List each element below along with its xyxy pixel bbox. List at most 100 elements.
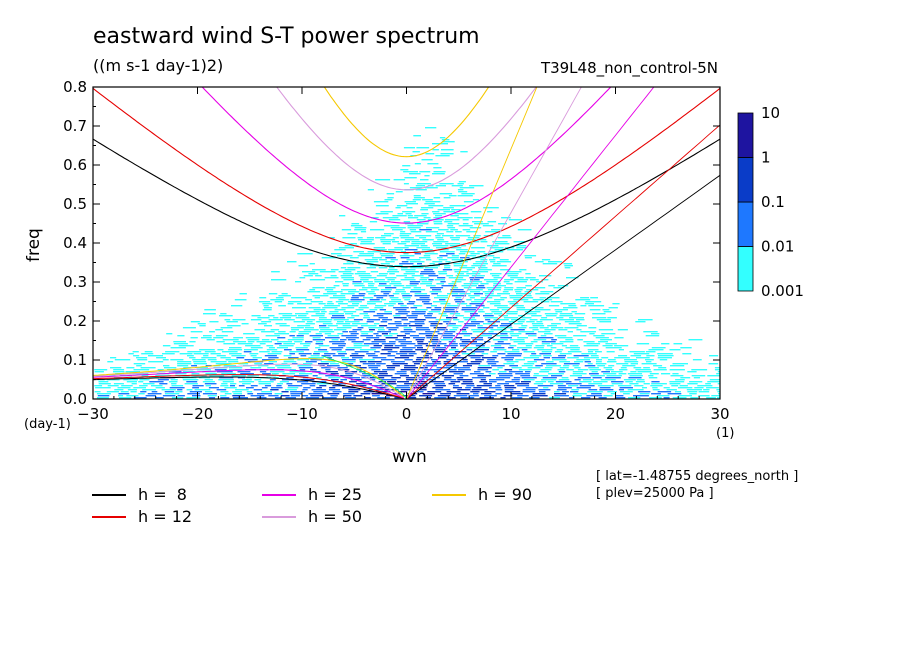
heat-cell <box>149 381 164 383</box>
heat-cell <box>455 337 463 339</box>
heat-cell <box>192 395 201 397</box>
heat-cell <box>411 311 426 313</box>
heat-cell <box>580 297 590 299</box>
heat-cell <box>493 349 507 351</box>
info-latitude: [ lat=-1.48755 degrees_north ] <box>596 469 799 484</box>
heat-cell <box>189 341 196 343</box>
heat-cell <box>394 247 409 249</box>
heat-cell <box>361 375 372 377</box>
heat-cell <box>523 357 540 359</box>
heat-cell <box>304 327 314 329</box>
colorbar-label: 0.01 <box>761 238 794 256</box>
heat-cell <box>525 371 531 373</box>
heat-cell <box>279 325 290 327</box>
heat-cell <box>363 391 375 393</box>
heat-cell <box>651 383 667 385</box>
heat-cell <box>568 323 582 325</box>
heat-cell <box>170 347 186 349</box>
heat-cell <box>429 263 435 265</box>
heat-cell <box>220 357 231 359</box>
heat-cell <box>529 355 542 357</box>
heat-cell <box>224 393 232 395</box>
heat-cell <box>232 395 245 397</box>
heat-cell <box>376 387 387 389</box>
heat-cell <box>382 369 395 371</box>
heat-cell <box>293 375 309 377</box>
heat-cell <box>350 299 365 301</box>
heat-cell <box>423 217 431 219</box>
heat-cell <box>147 393 162 395</box>
heat-cell <box>387 279 395 281</box>
heat-cell <box>396 205 408 207</box>
heat-cell <box>446 225 454 227</box>
heat-cell <box>516 309 532 311</box>
heat-cell <box>457 303 468 305</box>
heat-cell <box>182 327 196 329</box>
heat-cell <box>208 397 216 399</box>
legend-swatch <box>262 515 296 518</box>
heat-cell <box>241 323 249 325</box>
heat-cell <box>331 379 339 381</box>
heat-cell <box>497 367 503 369</box>
heat-cell <box>542 377 557 379</box>
heat-cell <box>161 389 176 391</box>
heat-cell <box>373 371 388 373</box>
heat-cell <box>425 331 440 333</box>
heat-cell <box>327 359 334 361</box>
heat-cell <box>369 309 378 311</box>
heat-cell <box>493 285 506 287</box>
heat-cell <box>516 293 531 295</box>
inertia-gravity-curve <box>93 138 720 268</box>
heat-cell <box>462 327 469 329</box>
heat-cell <box>618 373 627 375</box>
heat-cell <box>171 385 184 387</box>
x-tick-label: 0 <box>402 405 412 423</box>
heat-cell <box>450 291 466 293</box>
heat-cell <box>670 365 685 367</box>
heat-cell <box>533 383 544 385</box>
heat-cell <box>388 329 397 331</box>
heat-cell <box>524 257 532 259</box>
heat-cell <box>444 265 451 267</box>
heat-cell <box>706 397 716 399</box>
heat-cell <box>579 381 592 383</box>
heat-cell <box>489 381 497 383</box>
heat-cell <box>477 251 486 253</box>
heat-cell <box>401 261 409 263</box>
heat-cell <box>395 325 408 327</box>
heat-cell <box>559 315 574 317</box>
heat-cell <box>140 367 156 369</box>
heat-cell <box>629 375 643 377</box>
legend-item: h = 8 <box>92 485 187 504</box>
heat-cell <box>269 379 276 381</box>
heat-cell <box>384 311 392 313</box>
heat-cell <box>453 263 464 265</box>
heat-cell <box>403 147 415 149</box>
colorbar-segment <box>737 246 754 292</box>
heat-cell <box>454 271 469 273</box>
heat-cell <box>678 395 692 397</box>
heat-cell <box>663 397 670 399</box>
heat-cell <box>537 337 554 339</box>
heat-cell <box>471 265 486 267</box>
heat-cell <box>452 327 459 329</box>
heat-cell <box>533 375 549 377</box>
heat-cell <box>434 307 442 309</box>
y-tick-label: 0.1 <box>63 351 87 369</box>
heat-cell <box>442 353 458 355</box>
heat-cell <box>94 369 108 371</box>
heat-cell <box>376 335 382 337</box>
heat-cell <box>386 327 399 329</box>
heat-cell <box>136 365 142 367</box>
heat-cell <box>436 283 444 285</box>
heat-cell <box>381 235 392 237</box>
heat-cell <box>558 355 566 357</box>
heat-cell <box>484 313 493 315</box>
heat-cell <box>136 357 148 359</box>
info-pressure-level: [ plev=25000 Pa ] <box>596 486 714 501</box>
heat-cell <box>383 225 400 227</box>
heat-cell <box>573 393 587 395</box>
heat-cell <box>402 287 411 289</box>
heat-cell <box>410 291 422 293</box>
heat-cell <box>471 321 484 323</box>
